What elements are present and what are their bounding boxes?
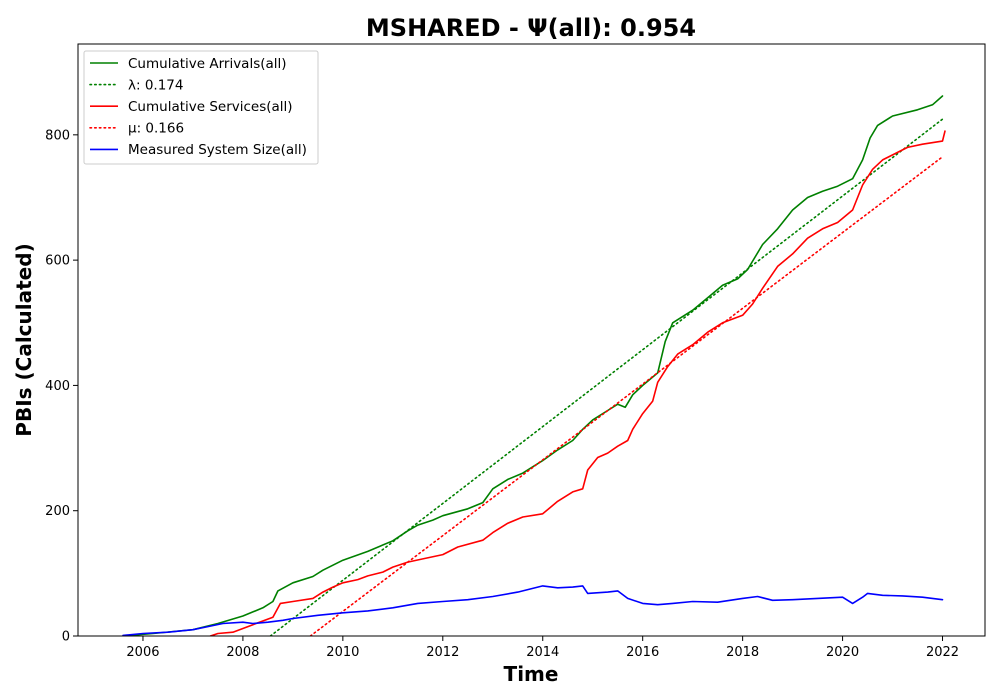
x-tick-label: 2014 xyxy=(526,645,559,660)
x-tick-label: 2022 xyxy=(926,645,959,660)
x-tick-label: 2016 xyxy=(626,645,659,660)
chart-title: MSHARED - Ψ(all): 0.954 xyxy=(366,14,696,42)
x-tick-label: 2018 xyxy=(726,645,759,660)
x-tick-label: 2006 xyxy=(126,645,159,660)
legend-box xyxy=(83,50,319,165)
y-tick-label: 0 xyxy=(62,630,70,645)
legend-label: Measured System Size(all) xyxy=(128,142,307,158)
y-axis-label: PBIs (Calculated) xyxy=(12,243,36,436)
x-tick-label: 2010 xyxy=(326,645,359,660)
legend-label: λ: 0.174 xyxy=(128,77,183,93)
series-line-measured-system-size-all xyxy=(122,585,944,636)
series-line-cumulative-arrivals-all xyxy=(122,95,944,636)
legend-label: Cumulative Services(all) xyxy=(128,99,293,115)
x-tick-label: 2012 xyxy=(426,645,459,660)
y-tick-label: 800 xyxy=(45,128,70,143)
plot-frame xyxy=(77,43,986,637)
series-layer xyxy=(122,95,946,636)
x-tick-label: 2020 xyxy=(826,645,859,660)
series-line-0-166 xyxy=(309,156,944,636)
y-tick-label: 600 xyxy=(45,254,70,269)
y-tick-label: 200 xyxy=(45,504,70,519)
x-tick-label: 2008 xyxy=(226,645,259,660)
legend-label: Cumulative Arrivals(all) xyxy=(128,56,287,72)
x-axis-label: Time xyxy=(504,662,559,686)
legend: Cumulative Arrivals(all) λ: 0.174 Cumulati… xyxy=(83,50,319,165)
x-axis: 2006 2008 2010 2012 2014 2016 2018 2020 2022 xyxy=(126,636,959,660)
series-line-0-174 xyxy=(269,118,944,636)
series-line-cumulative-services-all xyxy=(209,130,946,636)
y-axis: 0 200 400 600 800 xyxy=(45,128,78,645)
y-tick-label: 400 xyxy=(45,379,70,394)
legend-label: μ: 0.166 xyxy=(128,121,184,137)
